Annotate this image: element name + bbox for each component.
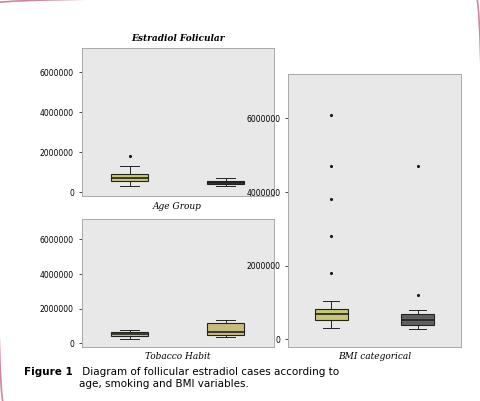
- PathPatch shape: [315, 309, 348, 320]
- PathPatch shape: [207, 181, 244, 184]
- Text: Figure 1: Figure 1: [24, 367, 73, 377]
- PathPatch shape: [401, 314, 434, 325]
- PathPatch shape: [111, 174, 148, 181]
- X-axis label: Tobacco Habit: Tobacco Habit: [145, 352, 210, 361]
- PathPatch shape: [207, 324, 244, 335]
- PathPatch shape: [111, 332, 148, 336]
- X-axis label: Age Group: Age Group: [153, 202, 202, 211]
- X-axis label: BMI categorical: BMI categorical: [338, 352, 411, 361]
- Text: Estradiol Folicular: Estradiol Folicular: [131, 34, 224, 43]
- Text: Diagram of follicular estradiol cases according to
age, smoking and BMI variable: Diagram of follicular estradiol cases ac…: [79, 367, 339, 389]
